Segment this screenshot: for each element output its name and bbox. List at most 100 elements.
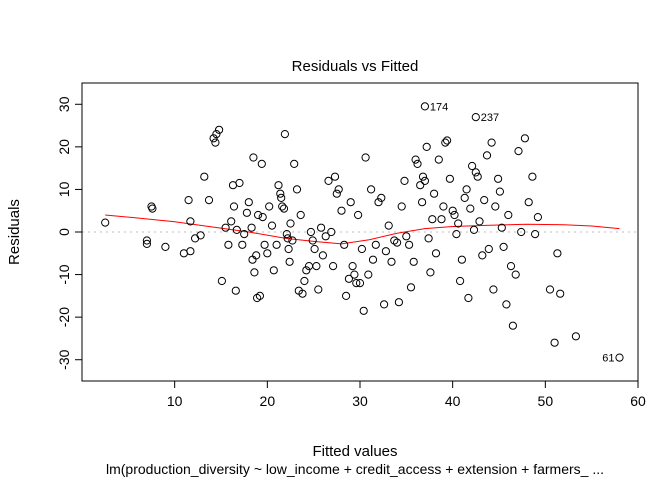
data-point [411,155,420,164]
data-point [428,215,437,224]
data-point [352,279,361,288]
data-point [217,276,226,286]
data-point [260,240,269,249]
data-point [302,266,311,275]
data-point [200,172,209,181]
data-point [350,270,359,279]
data-point [456,276,465,286]
data-point [249,153,258,162]
data-point [255,291,264,300]
data-point [224,240,233,249]
outlier-point [420,102,429,111]
data-point [148,204,157,213]
data-point [253,293,262,303]
data-point [359,306,368,315]
data-point [244,198,253,207]
data-point [277,193,286,202]
data-point [441,138,450,147]
data-point [296,210,305,220]
data-point [494,174,503,183]
data-point [448,206,457,215]
data-point [430,189,439,198]
data-point [231,286,240,295]
data-point [232,225,241,234]
data-point [384,221,393,230]
data-point [229,202,239,211]
data-point [288,236,297,245]
data-point [466,204,475,213]
data-point [211,138,220,147]
data-point [292,185,302,194]
data-point [332,189,341,198]
data-point [318,251,327,260]
data-point [397,202,406,211]
data-point [405,240,414,249]
data-point [416,181,425,190]
data-point [286,219,295,228]
data-point [409,257,418,266]
point-labels-layer: 174 237 61 [430,101,615,364]
data-point [354,210,363,220]
data-point [511,270,520,279]
data-point [520,134,530,143]
data-point [431,249,441,258]
data-point [257,159,266,168]
data-point [426,268,435,277]
data-point [556,289,565,298]
data-point [330,172,340,181]
y-tick-label: -30 [56,349,72,369]
data-point [361,153,370,162]
y-tick-label: 20 [56,139,72,155]
outlier-label: 237 [481,112,499,124]
data-point [381,247,390,256]
data-point [310,244,319,254]
y-tick-label: -10 [56,264,72,284]
data-point [514,147,523,156]
data-point [285,257,294,266]
data-point [460,193,469,202]
data-point [506,262,516,271]
x-tick-label: 10 [167,393,183,409]
data-point [357,244,366,254]
data-point [184,196,193,205]
data-point [306,227,315,237]
data-point [278,202,287,211]
data-point [499,242,508,251]
data-point [283,234,292,243]
data-point [101,218,110,227]
y-tick-label: -20 [56,307,72,327]
data-point [480,196,489,205]
data-point [443,136,452,145]
data-point [161,242,170,251]
data-point [209,134,218,143]
data-point [274,181,283,190]
data-point [254,210,263,220]
data-point [464,293,473,303]
data-point [452,230,461,239]
data-point [533,213,543,222]
data-point [545,285,555,294]
data-point [420,176,429,185]
outlier-point [471,113,480,122]
x-tick-label: 40 [445,393,461,409]
data-point [402,232,411,241]
data-point [406,283,416,292]
data-point [290,159,299,168]
data-point [340,240,349,249]
data-point [371,240,380,249]
data-point [267,221,277,230]
data-point [502,300,511,309]
data-point [387,257,396,266]
data-point [272,240,281,249]
data-point [390,236,399,245]
data-point [473,172,482,181]
data-point [337,206,346,215]
data-point [324,176,333,185]
data-point [265,202,274,211]
data-point [252,251,261,260]
data-point [553,249,562,258]
data-point [468,161,477,171]
data-point [279,204,289,213]
